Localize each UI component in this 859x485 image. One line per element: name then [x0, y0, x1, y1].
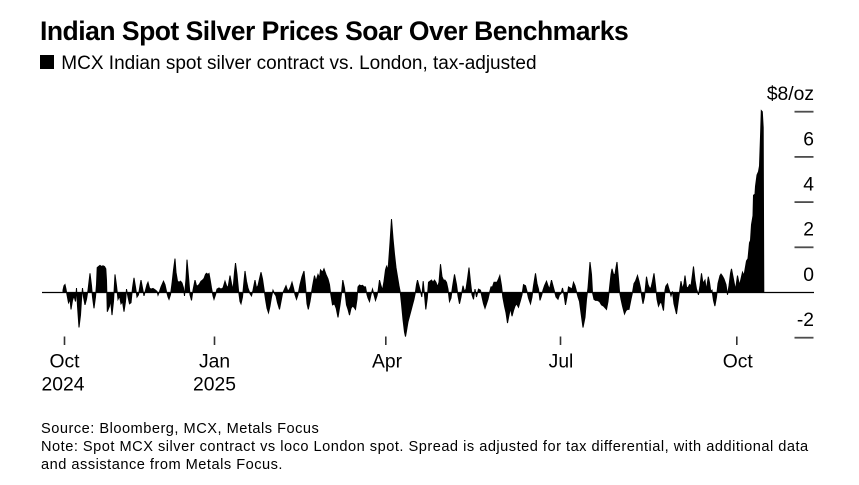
svg-text:4: 4: [803, 175, 814, 196]
svg-text:$8/oz: $8/oz: [767, 84, 814, 105]
svg-text:0: 0: [803, 265, 814, 286]
svg-text:2024: 2024: [42, 374, 85, 395]
svg-text:Jul: Jul: [549, 351, 574, 372]
svg-text:6: 6: [803, 129, 814, 150]
svg-text:Jan: Jan: [199, 351, 230, 372]
svg-text:Apr: Apr: [372, 351, 403, 372]
svg-text:-2: -2: [797, 310, 814, 331]
svg-text:2: 2: [803, 220, 814, 241]
svg-text:Oct: Oct: [50, 351, 81, 372]
svg-text:Oct: Oct: [723, 351, 754, 372]
svg-text:2025: 2025: [193, 374, 236, 395]
